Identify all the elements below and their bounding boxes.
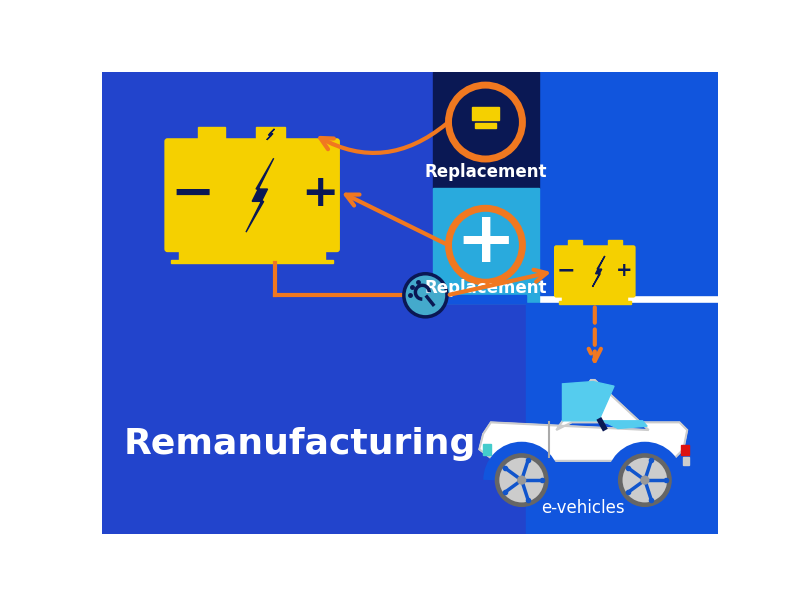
Polygon shape	[562, 295, 627, 301]
Polygon shape	[433, 295, 718, 534]
Polygon shape	[562, 382, 614, 421]
Polygon shape	[526, 72, 718, 295]
Polygon shape	[266, 129, 274, 140]
Polygon shape	[198, 127, 226, 141]
Polygon shape	[472, 107, 498, 120]
Polygon shape	[558, 301, 631, 304]
Polygon shape	[681, 445, 689, 455]
Polygon shape	[483, 444, 491, 455]
Text: Replacement: Replacement	[424, 163, 546, 181]
Polygon shape	[256, 127, 286, 141]
FancyBboxPatch shape	[554, 245, 636, 298]
Circle shape	[517, 475, 526, 485]
Text: e-vehicles: e-vehicles	[542, 499, 625, 517]
Circle shape	[640, 475, 650, 485]
Circle shape	[494, 453, 549, 507]
Polygon shape	[102, 72, 526, 534]
Text: +: +	[616, 261, 632, 280]
Text: Remanufacturing: Remanufacturing	[123, 427, 476, 461]
Polygon shape	[593, 256, 605, 287]
Polygon shape	[608, 240, 622, 248]
Text: −: −	[170, 167, 214, 220]
Circle shape	[622, 458, 667, 502]
Text: Replacement: Replacement	[424, 279, 546, 297]
Text: −: −	[556, 260, 575, 281]
Polygon shape	[179, 249, 326, 260]
Circle shape	[618, 453, 672, 507]
Polygon shape	[479, 380, 687, 461]
Polygon shape	[474, 123, 496, 128]
Text: +: +	[302, 172, 338, 215]
Polygon shape	[433, 187, 538, 303]
Polygon shape	[433, 72, 538, 187]
Polygon shape	[568, 240, 582, 248]
Polygon shape	[682, 457, 689, 464]
Polygon shape	[171, 260, 333, 263]
Circle shape	[499, 458, 544, 502]
Polygon shape	[602, 421, 647, 428]
Polygon shape	[246, 158, 274, 232]
Circle shape	[404, 274, 447, 317]
Text: +: +	[455, 208, 516, 277]
FancyBboxPatch shape	[164, 138, 340, 252]
Polygon shape	[479, 380, 687, 461]
Circle shape	[449, 208, 522, 282]
Circle shape	[449, 85, 522, 159]
